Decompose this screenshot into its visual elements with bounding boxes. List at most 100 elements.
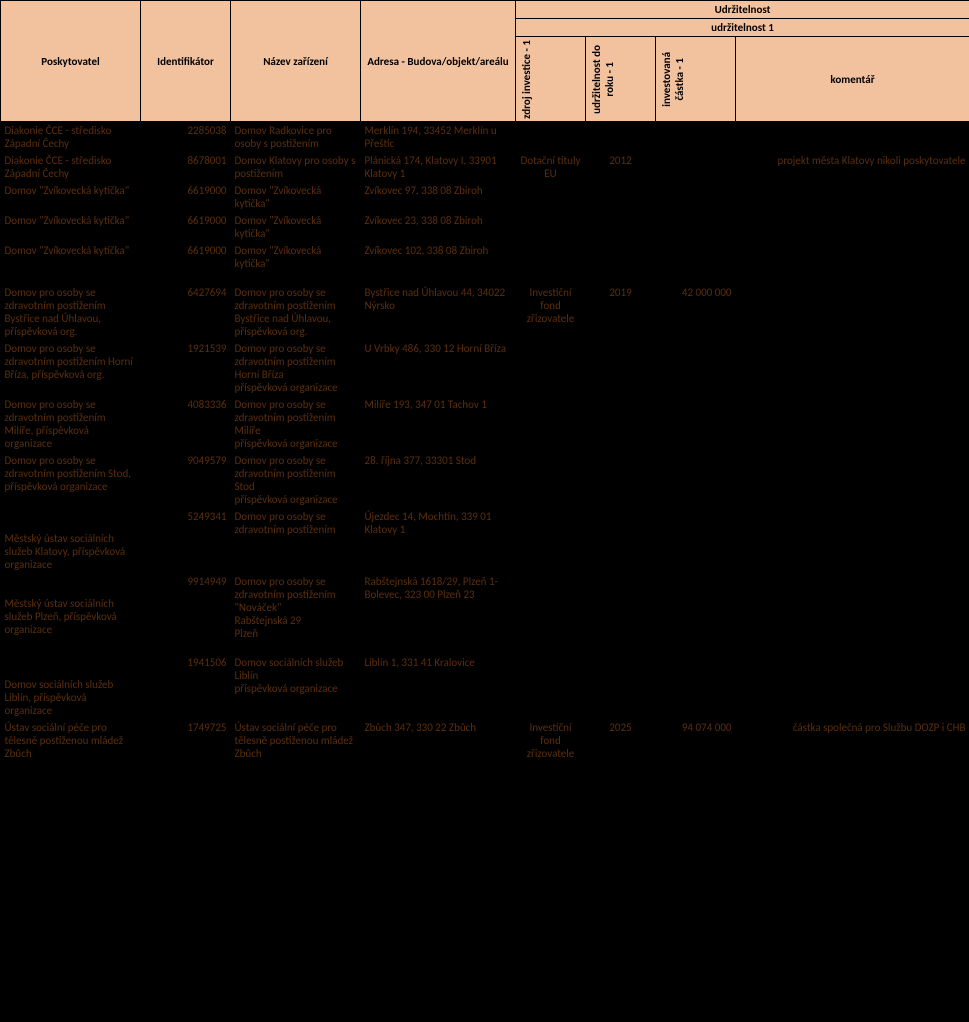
- data-table: Poskytovatel Identifikátor Název zařízen…: [0, 0, 969, 762]
- table-cell: 6619000: [141, 242, 231, 272]
- table-cell: 1749725: [141, 719, 231, 762]
- col-year-header: udržitelnost do roku - 1: [586, 37, 656, 122]
- table-cell: 2285038: [141, 122, 231, 153]
- table-cell: [736, 508, 969, 573]
- table-cell: Domov pro osoby se zdravotním postižením…: [231, 396, 361, 452]
- table-cell: [586, 242, 656, 272]
- gap-row: [1, 272, 969, 284]
- table-cell: Domov sociálních služeb Liblínpříspěvkov…: [231, 654, 361, 719]
- table-cell: 8678001: [141, 152, 231, 182]
- table-cell: 94 074 000: [656, 719, 736, 762]
- table-cell: Městský ústav sociálních služeb Klatovy,…: [1, 508, 141, 573]
- gap-row: [1, 642, 969, 654]
- table-cell: [656, 573, 736, 642]
- table-header: Poskytovatel Identifikátor Název zařízen…: [1, 1, 969, 122]
- col-provider-header: Poskytovatel: [1, 1, 141, 122]
- table-cell: 5249341: [141, 508, 231, 573]
- table-cell: [736, 340, 969, 396]
- table-cell: [516, 508, 586, 573]
- table-cell: Ústav sociální péče pro tělesně postižen…: [231, 719, 361, 762]
- table-cell: Domov "Zvíkovecká kytička": [1, 242, 141, 272]
- table-cell: Újezdec 14, Mochtín, 339 01 Klatovy 1: [361, 508, 516, 573]
- table-cell: částka společná pro Službu DOZP i CHB: [736, 719, 969, 762]
- table-cell: [656, 152, 736, 182]
- table-cell: [586, 122, 656, 153]
- table-cell: Domov pro osoby se zdravotním postižením…: [231, 284, 361, 340]
- table-cell: [516, 122, 586, 153]
- table-cell: Domov pro osoby se zdravotním postižením…: [1, 284, 141, 340]
- table-cell: Merklín 194, 33452 Merklín u Přeštic: [361, 122, 516, 153]
- table-cell: Městský ústav sociálních služeb Plzeň, p…: [1, 573, 141, 642]
- table-row: Diakonie ČCE - středisko Západní Čechy22…: [1, 122, 969, 153]
- table-cell: Ústav sociální péče pro tělesně postižen…: [1, 719, 141, 762]
- table-cell: [656, 212, 736, 242]
- table-cell: Zvíkovec 102, 338 08 Zbiroh: [361, 242, 516, 272]
- table-cell: Domov pro osoby se zdravotním postižením…: [1, 452, 141, 508]
- table-cell: Diakonie ČCE - středisko Západní Čechy: [1, 122, 141, 153]
- table-cell: [736, 396, 969, 452]
- table-cell: Domov pro osoby se zdravotním postižením…: [1, 340, 141, 396]
- table-cell: Zvíkovec 97, 338 08 Zbiroh: [361, 182, 516, 212]
- table-cell: [516, 242, 586, 272]
- table-cell: Zvíkovec 23, 338 08 Zbiroh: [361, 212, 516, 242]
- table-cell: [736, 654, 969, 719]
- table-cell: [586, 508, 656, 573]
- table-cell: Liblín 1, 331 41 Kralovice: [361, 654, 516, 719]
- table-cell: 2012: [586, 152, 656, 182]
- col-group-top: Udržitelnost: [516, 1, 969, 19]
- table-cell: [736, 182, 969, 212]
- table-cell: Domov pro osoby se zdravotním postižením: [231, 508, 361, 573]
- table-cell: projekt města Klatovy nikoli poskytovate…: [736, 152, 969, 182]
- table-cell: [736, 452, 969, 508]
- table-cell: Diakonie ČCE - středisko Západní Čechy: [1, 152, 141, 182]
- col-name-header: Název zařízení: [231, 1, 361, 122]
- table-cell: Dotační tituly EU: [516, 152, 586, 182]
- table-cell: Domov sociálních služeb Liblín, příspěvk…: [1, 654, 141, 719]
- table-cell: Rabštejnská 1618/29, Plzeň 1-Bolevec, 32…: [361, 573, 516, 642]
- table-row: Domov pro osoby se zdravotním postižením…: [1, 452, 969, 508]
- table-cell: U Vrbky 486, 330 12 Horní Bříza: [361, 340, 516, 396]
- table-cell: Domov "Zvíkovecká kytička": [1, 212, 141, 242]
- table-cell: [736, 242, 969, 272]
- table-row: Městský ústav sociálních služeb Klatovy,…: [1, 508, 969, 573]
- table-cell: Domov Klatovy pro osoby s postižením: [231, 152, 361, 182]
- table-cell: Bystřice nad Úhlavou 44, 34022 Nýrsko: [361, 284, 516, 340]
- table-cell: [656, 508, 736, 573]
- table-cell: [516, 396, 586, 452]
- table-row: Ústav sociální péče pro tělesně postižen…: [1, 719, 969, 762]
- table-cell: 6619000: [141, 182, 231, 212]
- table-cell: [516, 182, 586, 212]
- col-comment-header: komentář: [736, 37, 969, 122]
- table-cell: Zbůch 347, 330 22 Zbůch: [361, 719, 516, 762]
- table-row: Domov "Zvíkovecká kytička"6619000Domov "…: [1, 212, 969, 242]
- table-cell: [586, 182, 656, 212]
- col-amount-header: investovaná částka - 1: [656, 37, 736, 122]
- table-cell: 9049579: [141, 452, 231, 508]
- table-cell: [586, 452, 656, 508]
- table-cell: Plánická 174, Klatovy I, 33901 Klatovy 1: [361, 152, 516, 182]
- table-cell: [586, 396, 656, 452]
- table-cell: Domov "Zvíkovecká kytička": [231, 242, 361, 272]
- table-cell: [516, 340, 586, 396]
- table-cell: 1941506: [141, 654, 231, 719]
- table-cell: [516, 212, 586, 242]
- table-cell: [656, 654, 736, 719]
- table-cell: Milíře 193, 347 01 Tachov 1: [361, 396, 516, 452]
- col-group-sub: udržitelnost 1: [516, 19, 969, 37]
- col-source-header: zdroj investice - 1: [516, 37, 586, 122]
- table-cell: Domov pro osoby se zdravotním postižením…: [1, 396, 141, 452]
- table-row: Městský ústav sociálních služeb Plzeň, p…: [1, 573, 969, 642]
- table-cell: [516, 573, 586, 642]
- table-cell: [656, 122, 736, 153]
- table-cell: [656, 396, 736, 452]
- table-cell: 4083336: [141, 396, 231, 452]
- table-body: Diakonie ČCE - středisko Západní Čechy22…: [1, 122, 969, 763]
- table-cell: 1921539: [141, 340, 231, 396]
- table-cell: 2025: [586, 719, 656, 762]
- table-cell: Investiční fond zřizovatele: [516, 284, 586, 340]
- table-cell: [656, 182, 736, 212]
- table-cell: [516, 452, 586, 508]
- table-cell: Investiční fond zřizovatele: [516, 719, 586, 762]
- table-cell: Domov pro osoby se zdravotním postižením…: [231, 340, 361, 396]
- table-row: Domov "Zvíkovecká kytička"6619000Domov "…: [1, 182, 969, 212]
